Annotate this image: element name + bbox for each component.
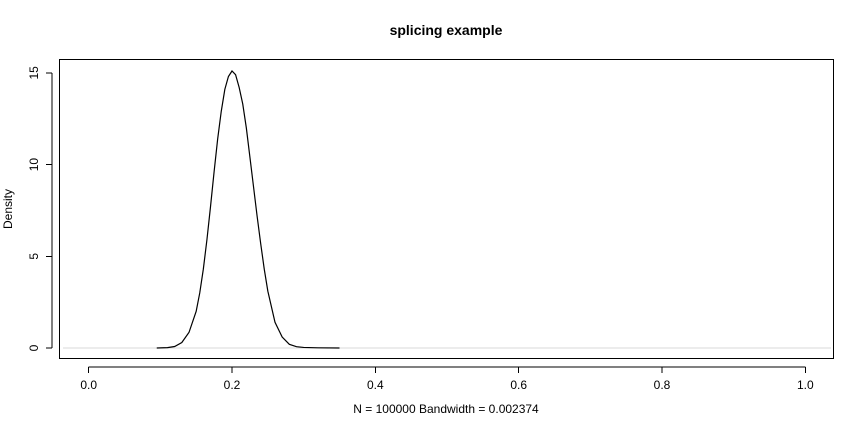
y-tick-label: 0	[27, 344, 41, 351]
plot-frame	[59, 59, 834, 359]
x-tick-label: 0.2	[224, 378, 241, 392]
x-tick-label: 0.6	[510, 378, 527, 392]
chart-title: splicing example	[390, 22, 503, 38]
y-tick-label: 5	[27, 253, 41, 260]
density-series-line	[156, 70, 340, 349]
y-axis: 0 5 10 15	[27, 66, 53, 351]
x-tick-label: 0.8	[654, 378, 671, 392]
x-tick-label: 0.4	[367, 378, 384, 392]
y-axis-label: Density	[1, 189, 15, 229]
y-tick-label: 15	[27, 66, 41, 80]
x-axis-label: N = 100000 Bandwidth = 0.002374	[353, 402, 539, 416]
y-tick-label: 10	[27, 158, 41, 172]
x-tick-label: 1.0	[797, 378, 814, 392]
x-tick-label: 0.0	[80, 378, 97, 392]
x-axis: 0.0 0.2 0.4 0.6 0.8 1.0	[80, 366, 814, 392]
